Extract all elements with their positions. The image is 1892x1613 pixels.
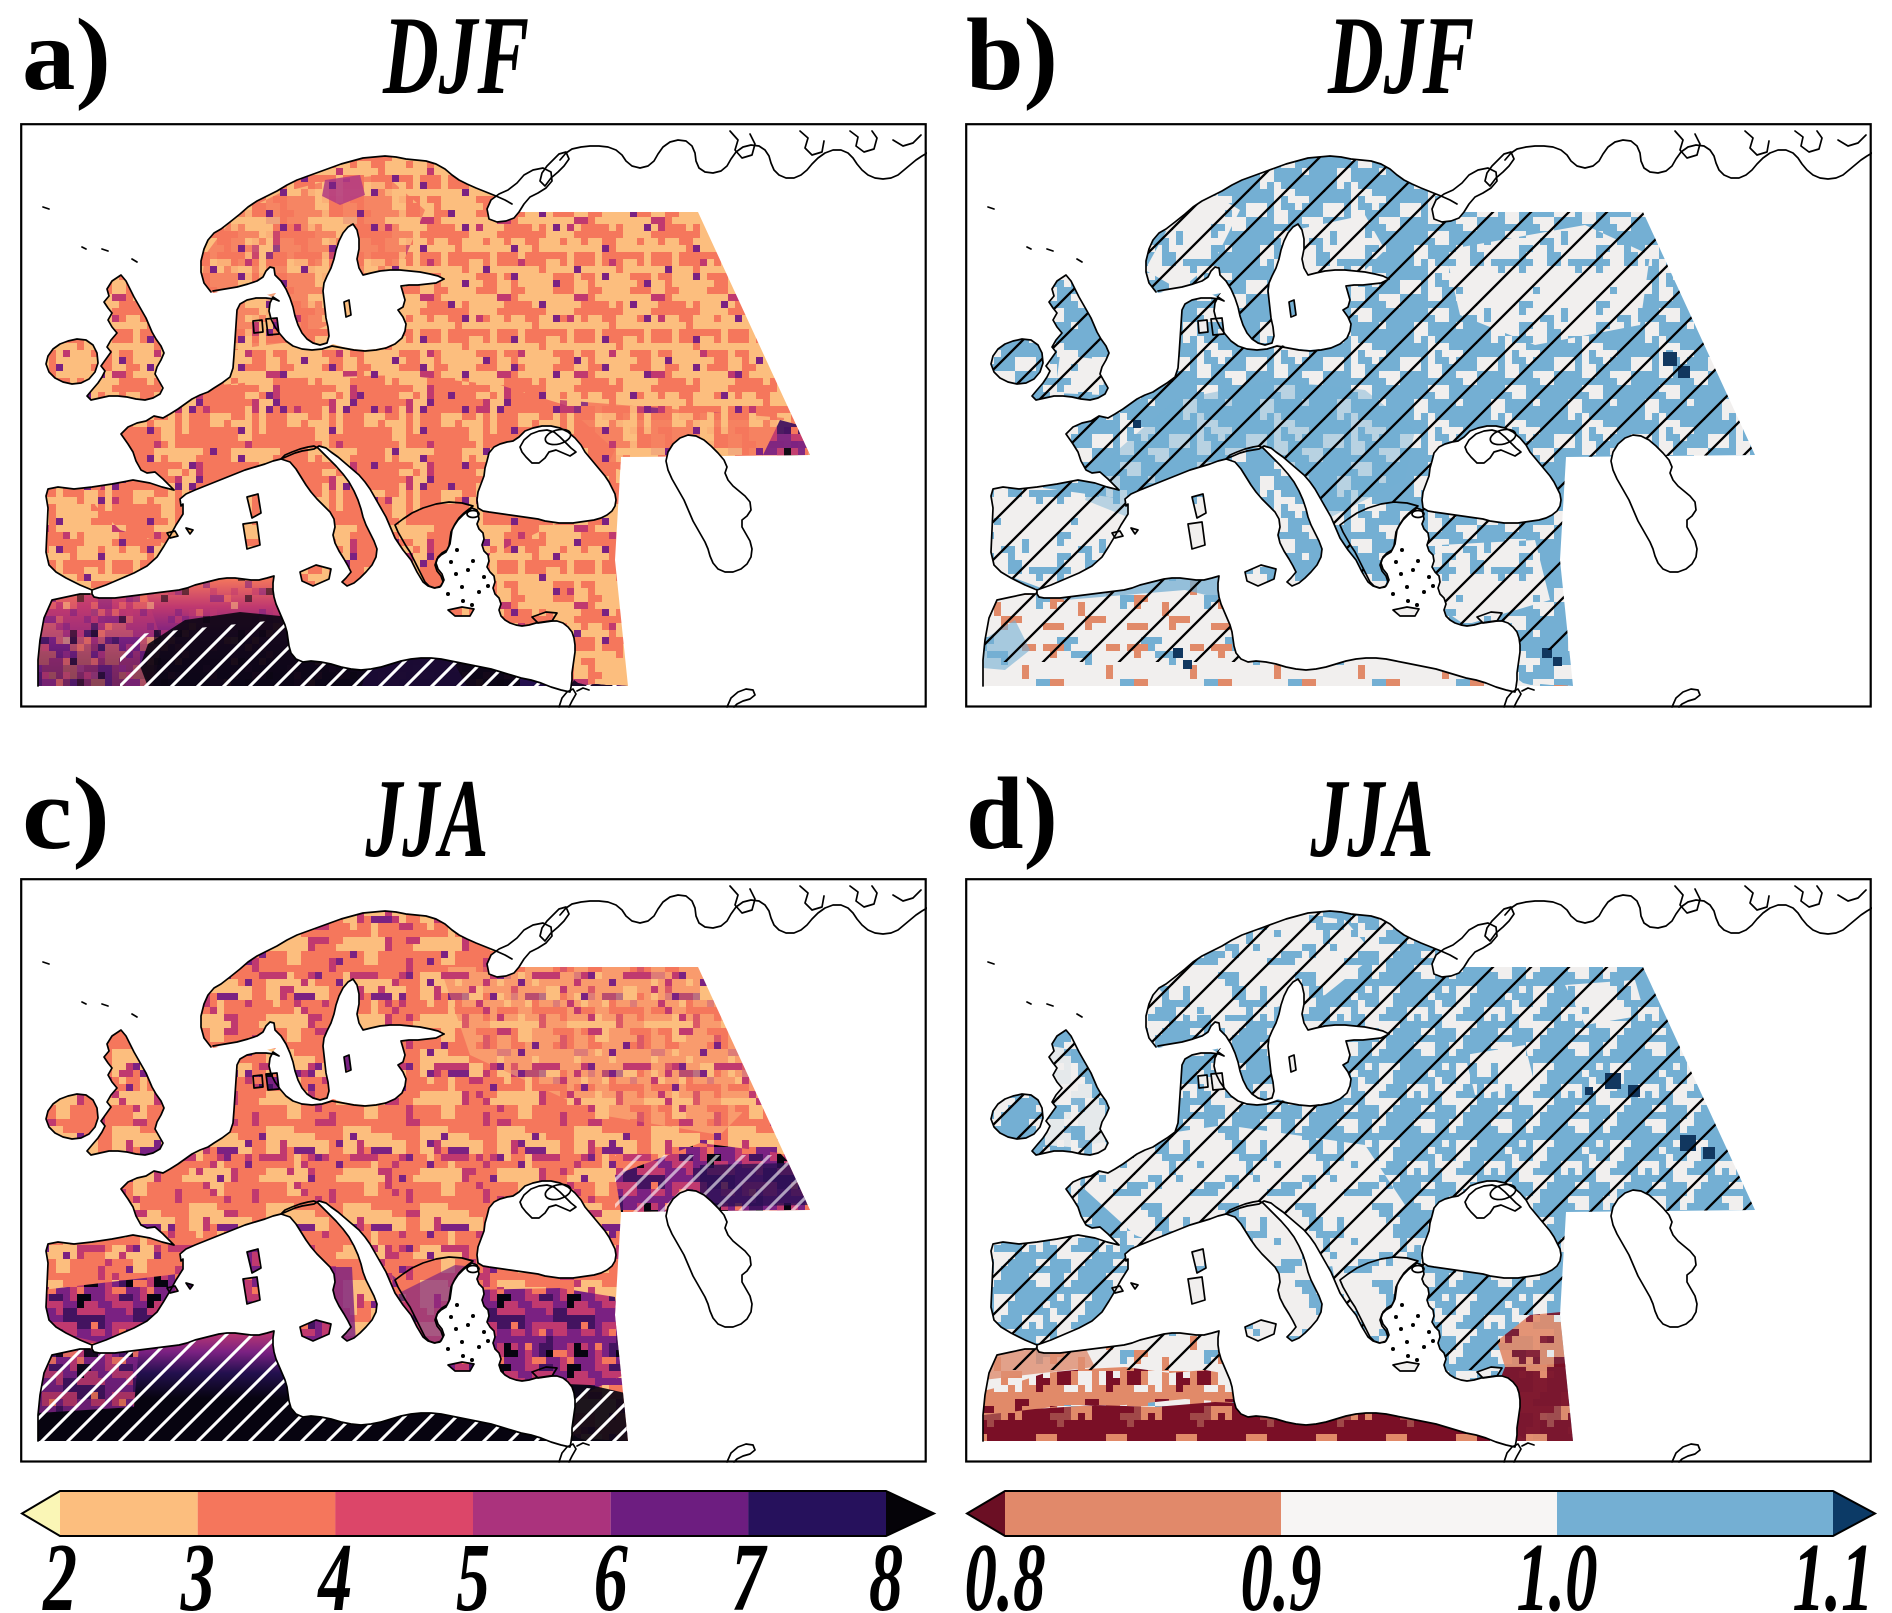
- svg-text:4: 4: [317, 1524, 352, 1613]
- svg-text:0.8: 0.8: [965, 1524, 1046, 1613]
- svg-text:c): c): [22, 757, 110, 871]
- svg-text:a): a): [22, 0, 111, 112]
- svg-text:JJA: JJA: [1310, 757, 1434, 881]
- svg-text:DJF: DJF: [1327, 0, 1474, 118]
- svg-text:8: 8: [869, 1524, 903, 1613]
- svg-text:3: 3: [180, 1524, 215, 1613]
- svg-text:b): b): [966, 0, 1058, 112]
- svg-text:JJA: JJA: [365, 757, 489, 881]
- svg-text:0.9: 0.9: [1241, 1524, 1322, 1613]
- svg-text:6: 6: [594, 1524, 628, 1613]
- svg-text:DJF: DJF: [382, 0, 529, 118]
- svg-text:2: 2: [42, 1524, 77, 1613]
- svg-text:1.0: 1.0: [1517, 1524, 1598, 1613]
- svg-text:7: 7: [731, 1524, 767, 1613]
- svg-text:5: 5: [456, 1524, 490, 1613]
- svg-text:d): d): [966, 757, 1058, 871]
- svg-text:1.1: 1.1: [1793, 1524, 1874, 1613]
